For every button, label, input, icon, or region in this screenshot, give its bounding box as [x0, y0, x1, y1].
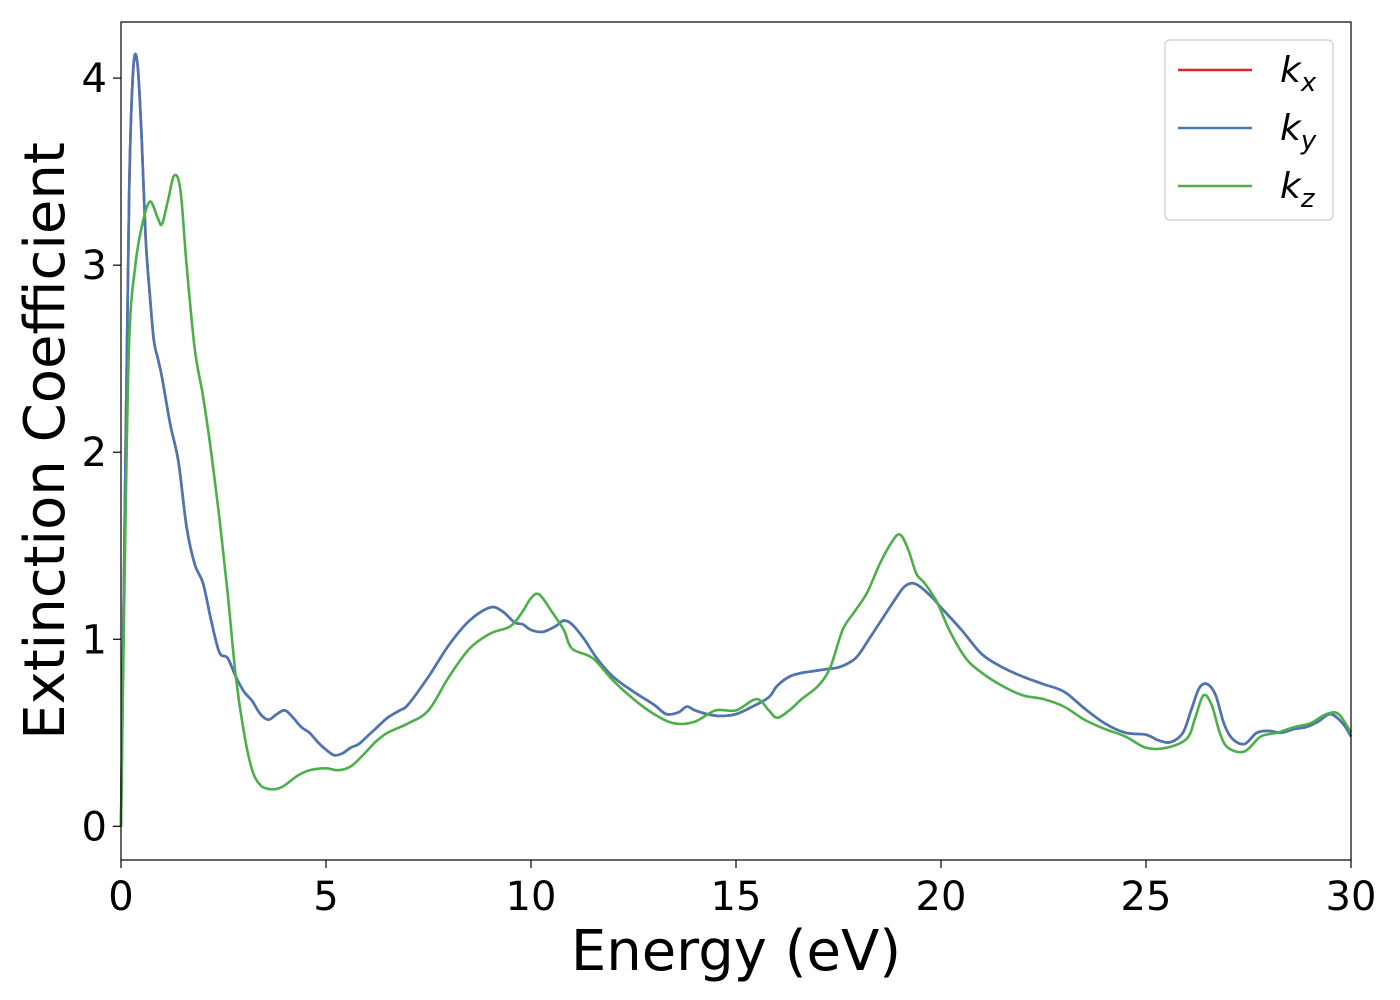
- y-tick-label: 2: [82, 430, 107, 476]
- legend-label: kz: [1280, 166, 1316, 214]
- legend-box: [1164, 39, 1334, 221]
- x-tick-label: 0: [108, 874, 133, 920]
- legend-label-subscript: z: [1300, 184, 1316, 214]
- x-tick-label: 30: [1326, 874, 1377, 920]
- series-line-kz: [119, 173, 1353, 827]
- x-axis: 0 5 10 15 20 25 30: [108, 860, 1376, 920]
- legend-label: ky: [1280, 108, 1317, 156]
- x-tick-label: 20: [916, 874, 967, 920]
- x-axis-label: Energy (eV): [571, 919, 901, 984]
- x-tick-label: 15: [711, 874, 762, 920]
- legend-label-subscript: y: [1300, 126, 1317, 156]
- x-tick-label: 5: [313, 874, 338, 920]
- y-tick-label: 1: [82, 617, 107, 663]
- legend-label-name: k: [1280, 50, 1303, 91]
- y-axis-label: Extinction Coefficient: [13, 142, 78, 740]
- y-axis: 0 1 2 3 4: [82, 56, 121, 850]
- legend-label-name: k: [1280, 108, 1303, 149]
- x-tick-label: 10: [506, 874, 557, 920]
- legend-label-subscript: x: [1300, 68, 1317, 98]
- y-tick-label: 3: [82, 243, 107, 289]
- legend-label-name: k: [1280, 166, 1303, 207]
- plot-area: [119, 52, 1353, 827]
- series-line-ky: [119, 52, 1353, 827]
- y-tick-label: 0: [82, 804, 107, 850]
- legend-label: kx: [1280, 50, 1317, 98]
- y-tick-label: 4: [82, 56, 107, 102]
- x-tick-label: 25: [1121, 874, 1172, 920]
